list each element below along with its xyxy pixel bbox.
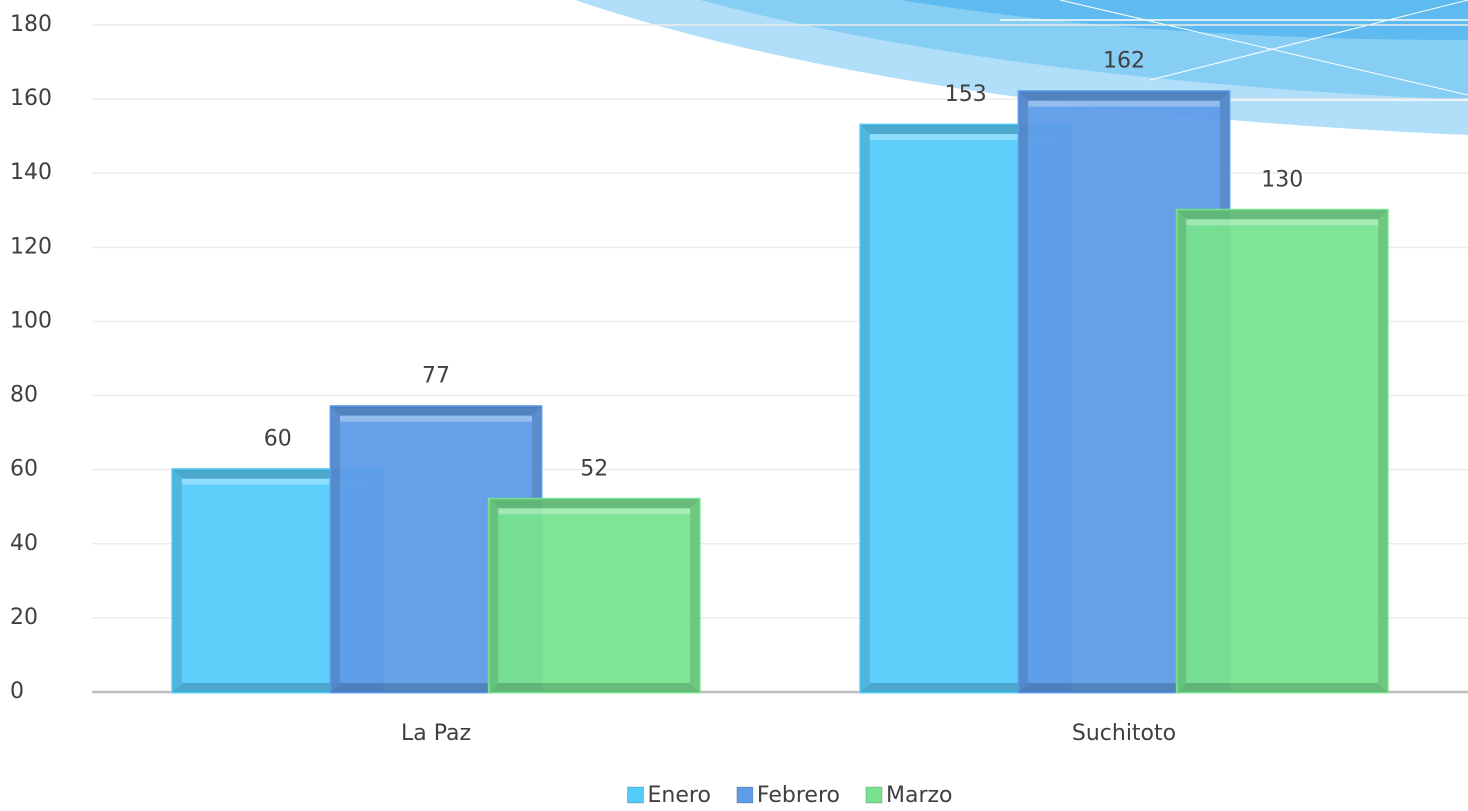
data-label: 52 <box>580 456 608 481</box>
legend-swatch <box>628 787 644 803</box>
bar <box>1177 210 1387 692</box>
data-label: 130 <box>1261 167 1303 192</box>
data-label: 162 <box>1103 49 1145 74</box>
legend-label: Marzo <box>886 783 953 808</box>
legend-swatch <box>737 787 753 803</box>
y-tick-label: 160 <box>10 86 52 111</box>
bar-group <box>489 499 699 692</box>
data-label: 153 <box>945 82 987 107</box>
y-tick-label: 140 <box>10 160 52 185</box>
y-tick-label: 40 <box>10 531 38 556</box>
y-tick-label: 80 <box>10 383 38 408</box>
y-tick-label: 60 <box>10 457 38 482</box>
y-tick-label: 20 <box>10 605 38 630</box>
bar-highlight <box>1028 101 1220 107</box>
y-tick-label: 120 <box>10 234 52 259</box>
legend-label: Enero <box>648 783 711 808</box>
data-label: 60 <box>264 427 292 452</box>
x-tick-label: Suchitoto <box>1072 721 1176 746</box>
data-label: 77 <box>422 364 450 389</box>
y-tick-label: 100 <box>10 308 52 333</box>
bar-highlight <box>340 416 532 422</box>
x-tick-label: La Paz <box>401 721 471 746</box>
y-tick-label: 180 <box>10 12 52 37</box>
bar <box>489 499 699 692</box>
chart: 0 20 40 60 80 100 120 140 160 180 La Paz Suchitoto 6… <box>0 0 1468 811</box>
y-tick-label: 0 <box>10 679 24 704</box>
legend-label: Febrero <box>757 783 840 808</box>
bar-highlight <box>498 508 690 514</box>
bar-highlight <box>1186 219 1378 225</box>
bar-group <box>1177 210 1387 692</box>
legend-swatch <box>866 787 882 803</box>
